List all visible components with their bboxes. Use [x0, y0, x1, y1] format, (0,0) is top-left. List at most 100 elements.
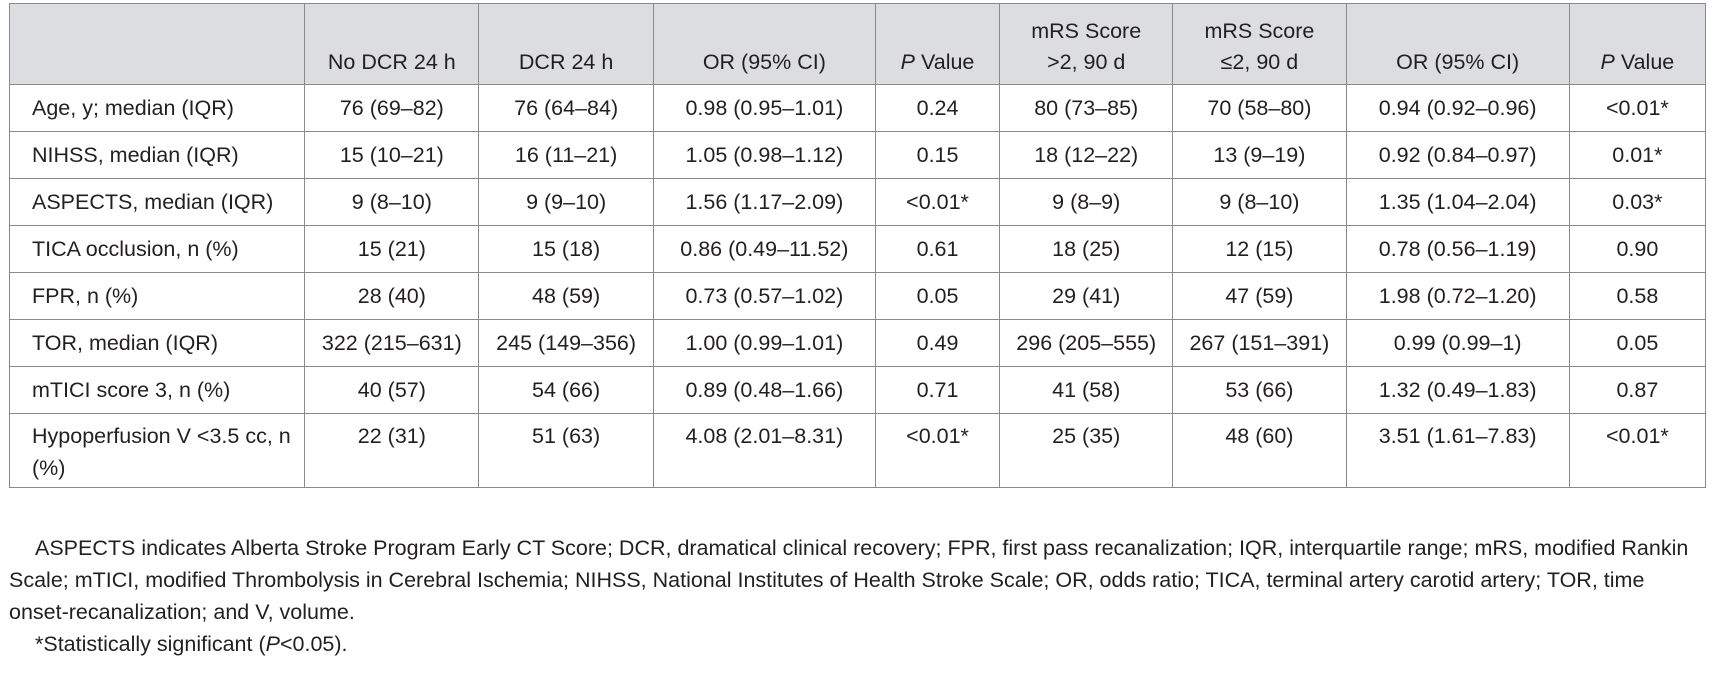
table-cell: 0.15: [874, 131, 1001, 179]
header-p-rest: Value: [915, 50, 975, 74]
table-cell: 76 (69–82): [304, 84, 480, 132]
table-cell: 322 (215–631): [304, 319, 480, 367]
table-cell: 4.08 (2.01–8.31): [652, 413, 876, 488]
row-label: TICA occlusion, n (%): [8, 225, 306, 273]
table-cell: 9 (8–9): [999, 178, 1174, 226]
table-cell: 0.92 (0.84–0.97): [1345, 131, 1570, 179]
table-cell: 12 (15): [1172, 225, 1347, 273]
header-p-italic: P: [1600, 50, 1615, 74]
table-row: Hypoperfusion V <3.5 cc, n (%) 22 (31) 5…: [8, 413, 1707, 488]
header-mrs-gt2: mRS Score >2, 90 d: [999, 3, 1174, 85]
table-cell: <0.01*: [874, 413, 1001, 488]
table-cell: 0.99 (0.99–1): [1345, 319, 1570, 367]
header-mrs-gt2-line1: mRS Score: [1031, 19, 1142, 43]
header-mrs-gt2-line2: >2, 90 d: [1047, 50, 1126, 74]
header-p-value-2: P Value: [1568, 3, 1707, 85]
table-cell: 0.03*: [1568, 178, 1707, 226]
header-mrs-le2-line1: mRS Score: [1204, 19, 1315, 43]
header-or-2: OR (95% CI): [1345, 3, 1570, 85]
table-cell: 16 (11–21): [478, 131, 654, 179]
table-cell: 9 (8–10): [304, 178, 480, 226]
table-cell: 267 (151–391): [1172, 319, 1347, 367]
table-cell: 22 (31): [304, 413, 480, 488]
significance-note: *Statistically significant (P<0.05).: [9, 628, 1706, 660]
header-corner: [8, 3, 306, 85]
table-row: Age, y; median (IQR) 76 (69–82) 76 (64–8…: [8, 84, 1707, 132]
table-row: mTICI score 3, n (%) 40 (57) 54 (66) 0.8…: [8, 366, 1707, 414]
table-cell: 15 (10–21): [304, 131, 480, 179]
row-label: ASPECTS, median (IQR): [8, 178, 306, 226]
table-cell: 40 (57): [304, 366, 480, 414]
header-p-rest: Value: [1614, 50, 1675, 74]
significance-suffix: <0.05).: [279, 632, 348, 656]
table-cell: 15 (21): [304, 225, 480, 273]
table-cell: 29 (41): [999, 272, 1174, 320]
table-cell: 0.05: [874, 272, 1001, 320]
table-cell: 9 (8–10): [1172, 178, 1347, 226]
header-p-value-1: P Value: [874, 3, 1001, 85]
table-footnotes: ASPECTS indicates Alberta Stroke Program…: [9, 532, 1706, 660]
table-cell: 1.00 (0.99–1.01): [652, 319, 876, 367]
table-cell: 0.90: [1568, 225, 1707, 273]
table-row: NIHSS, median (IQR) 15 (10–21) 16 (11–21…: [8, 131, 1707, 179]
table-cell: 0.98 (0.95–1.01): [652, 84, 876, 132]
table-cell: 1.35 (1.04–2.04): [1345, 178, 1570, 226]
table-cell: <0.01*: [1568, 84, 1707, 132]
table-cell: 13 (9–19): [1172, 131, 1347, 179]
row-label: mTICI score 3, n (%): [8, 366, 306, 414]
row-label: Hypoperfusion V <3.5 cc, n (%): [8, 413, 306, 488]
table-cell: <0.01*: [1568, 413, 1707, 488]
table-row: FPR, n (%) 28 (40) 48 (59) 0.73 (0.57–1.…: [8, 272, 1707, 320]
table-cell: 15 (18): [478, 225, 654, 273]
row-label: FPR, n (%): [8, 272, 306, 320]
header-dcr: DCR 24 h: [478, 3, 654, 85]
table-row: ASPECTS, median (IQR) 9 (8–10) 9 (9–10) …: [8, 178, 1707, 226]
table-cell: <0.01*: [874, 178, 1001, 226]
table-cell: 0.71: [874, 366, 1001, 414]
table-cell: 1.05 (0.98–1.12): [652, 131, 876, 179]
significance-p-italic: P: [265, 632, 280, 656]
header-row: No DCR 24 h DCR 24 h OR (95% CI) P Value…: [8, 3, 1707, 85]
table-cell: 70 (58–80): [1172, 84, 1347, 132]
table-cell: 18 (12–22): [999, 131, 1174, 179]
table-row: TOR, median (IQR) 322 (215–631) 245 (149…: [8, 319, 1707, 367]
results-table: No DCR 24 h DCR 24 h OR (95% CI) P Value…: [8, 3, 1707, 488]
table-row: TICA occlusion, n (%) 15 (21) 15 (18) 0.…: [8, 225, 1707, 273]
table-cell: 0.73 (0.57–1.02): [652, 272, 876, 320]
table-cell: 53 (66): [1172, 366, 1347, 414]
table-cell: 0.78 (0.56–1.19): [1345, 225, 1570, 273]
table-cell: 0.49: [874, 319, 1001, 367]
row-label: Age, y; median (IQR): [8, 84, 306, 132]
header-or-1: OR (95% CI): [652, 3, 876, 85]
table-cell: 0.05: [1568, 319, 1707, 367]
table-cell: 9 (9–10): [478, 178, 654, 226]
table-cell: 41 (58): [999, 366, 1174, 414]
table-cell: 0.87: [1568, 366, 1707, 414]
abbreviations-note: ASPECTS indicates Alberta Stroke Program…: [9, 536, 1689, 624]
table-cell: 0.01*: [1568, 131, 1707, 179]
header-no-dcr: No DCR 24 h: [304, 3, 480, 85]
table-cell: 54 (66): [478, 366, 654, 414]
header-p-italic: P: [900, 50, 916, 74]
row-label: NIHSS, median (IQR): [8, 131, 306, 179]
table-cell: 51 (63): [478, 413, 654, 488]
table-cell: 0.61: [874, 225, 1001, 273]
table-cell: 3.51 (1.61–7.83): [1345, 413, 1570, 488]
table-cell: 0.94 (0.92–0.96): [1345, 84, 1570, 132]
header-mrs-le2-line2: ≤2, 90 d: [1220, 50, 1299, 74]
table-cell: 1.56 (1.17–2.09): [652, 178, 876, 226]
table-cell: 47 (59): [1172, 272, 1347, 320]
table-cell: 1.32 (0.49–1.83): [1345, 366, 1570, 414]
header-mrs-le2: mRS Score ≤2, 90 d: [1172, 3, 1347, 85]
table-cell: 0.89 (0.48–1.66): [652, 366, 876, 414]
row-label: TOR, median (IQR): [8, 319, 306, 367]
table-cell: 296 (205–555): [999, 319, 1174, 367]
table-cell: 25 (35): [999, 413, 1174, 488]
table-cell: 80 (73–85): [999, 84, 1174, 132]
table-cell: 245 (149–356): [478, 319, 654, 367]
table-cell: 0.58: [1568, 272, 1707, 320]
table-cell: 48 (60): [1172, 413, 1347, 488]
table-cell: 28 (40): [304, 272, 480, 320]
table-cell: 1.98 (0.72–1.20): [1345, 272, 1570, 320]
